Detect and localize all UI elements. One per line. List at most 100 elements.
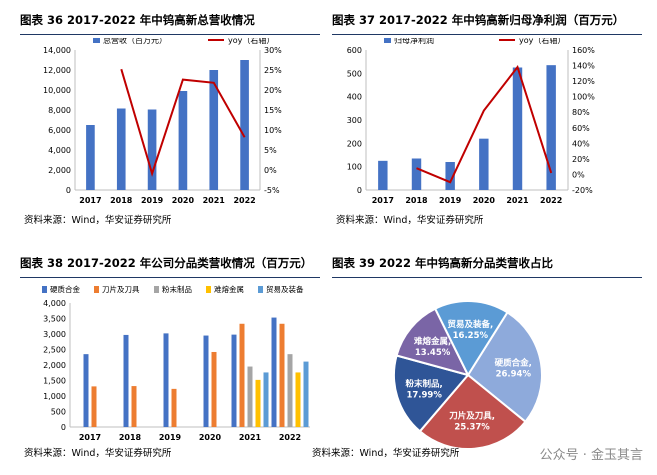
bar <box>147 109 157 190</box>
yoy-line <box>120 68 246 177</box>
bar <box>479 138 489 190</box>
x-tick-label: 2021 <box>239 433 262 442</box>
y-tick-label: 400 <box>347 93 362 102</box>
bar <box>211 351 217 427</box>
bar <box>163 333 169 427</box>
legend-swatch <box>384 38 391 43</box>
y2-tick-label: 160% <box>572 46 595 55</box>
y-tick-label: 8,000 <box>48 106 71 115</box>
x-tick-label: 2020 <box>199 433 222 442</box>
pie-slice <box>418 373 527 450</box>
bar <box>231 334 237 427</box>
x-tick-label: 2019 <box>159 433 182 442</box>
slice-percent: 25.37% <box>454 423 490 433</box>
y2-tick-label: 0% <box>264 166 277 175</box>
y-tick-label: 0 <box>66 186 71 195</box>
bar <box>303 361 309 427</box>
y-tick-label: 4,000 <box>48 146 71 155</box>
panel-segment-revenue: 图表 38 2017-2022 年公司分品类营收情况（百万元） 0 500 1,00… <box>20 255 320 465</box>
y2-tick-label: 0% <box>572 170 585 179</box>
bar <box>512 67 523 190</box>
legend-swatch <box>93 38 100 43</box>
bar <box>171 388 177 427</box>
x-tick-label: 2017 <box>372 196 394 205</box>
y-tick-label: 500 <box>347 69 362 78</box>
bar <box>209 70 219 190</box>
bar <box>255 379 261 427</box>
panel-title: 图表 39 2022 年中钨高新分品类营收占比 <box>332 256 554 270</box>
legend-swatch <box>94 286 99 293</box>
slice-percent: 17.99% <box>406 391 442 401</box>
x-tick-label: 2019 <box>439 196 462 205</box>
panel-title: 图表 37 2017-2022 年中钨高新归母净利润（百万元） <box>332 13 625 27</box>
y-tick-label: 200 <box>347 139 362 148</box>
y2-tick-label: 25% <box>264 66 282 75</box>
y2-tick-label: -20% <box>572 186 593 195</box>
legend-label: 刀片及刀具 <box>102 284 140 294</box>
y2-tick-label: 120% <box>572 77 595 86</box>
y-tick-label: 2,500 <box>43 346 66 355</box>
y2-tick-label: 15% <box>264 106 282 115</box>
legend-swatch <box>154 286 159 293</box>
y-tick-label: 4,000 <box>43 299 66 308</box>
legend-label: 粉末制品 <box>162 284 192 294</box>
y-tick-label: 2,000 <box>43 361 66 370</box>
slice-label: 难熔金属, <box>413 336 451 347</box>
bar <box>178 91 188 190</box>
y2-tick-label: 40% <box>572 139 590 148</box>
slice-label: 硬质合金, <box>495 358 532 369</box>
legend-label: 贸易及装备 <box>266 284 304 294</box>
y-tick-label: 6,000 <box>48 126 71 135</box>
x-tick-label: 2020 <box>473 196 496 205</box>
legend-label: 总营收（百万元） <box>103 38 167 45</box>
x-tick-label: 2018 <box>405 196 428 205</box>
y-tick-label: 1,500 <box>43 377 66 386</box>
bar <box>279 323 285 427</box>
x-tick-label: 2019 <box>141 196 164 205</box>
y-tick-label: 0 <box>357 186 362 195</box>
x-tick-label: 2017 <box>79 196 101 205</box>
y-tick-label: 1,000 <box>43 392 66 401</box>
x-tick-label: 2018 <box>110 196 133 205</box>
x-tick-label: 2022 <box>540 196 562 205</box>
y-tick-label: 100 <box>347 163 362 172</box>
bar <box>91 386 97 427</box>
y-tick-label: 3,000 <box>43 330 66 339</box>
legend-label: yoy（右轴） <box>519 38 565 45</box>
y-tick-label: 300 <box>347 116 362 125</box>
yoy-line <box>416 64 553 184</box>
y2-tick-label: 60% <box>572 124 590 133</box>
segment-revenue-chart: 0 500 1,000 1,500 2,000 2,500 3,000 3,500 4,000 2… <box>42 284 310 442</box>
source-note: 资料来源：Wind，华安证券研究所 <box>24 448 172 459</box>
legend-swatch <box>206 286 211 293</box>
y-tick-label: 2,000 <box>48 166 71 175</box>
x-tick-label: 2022 <box>233 196 255 205</box>
y-tick-label: 10,000 <box>43 86 71 95</box>
panel-segment-share: 图表 39 2022 年中钨高新分品类营收占比 硬质合金, 26.94% 刀片及刀具… <box>312 255 642 465</box>
y-tick-label: 500 <box>51 408 66 417</box>
y2-tick-label: 5% <box>264 146 277 155</box>
y2-tick-label: 100% <box>572 93 595 102</box>
y-tick-label: 0 <box>61 423 66 432</box>
panel-title: 图表 38 2017-2022 年公司分品类营收情况（百万元） <box>20 256 313 270</box>
y-tick-label: 12,000 <box>43 66 71 75</box>
bar <box>131 386 137 427</box>
pie-slice <box>392 354 470 433</box>
revenue-chart: 0 2,000 4,000 6,000 8,000 10,000 12,000 14,000 -… <box>43 38 282 205</box>
bar <box>411 158 422 190</box>
legend-swatch <box>258 286 263 293</box>
title-divider <box>20 34 320 35</box>
slice-percent: 13.45% <box>415 348 451 358</box>
slice-label: 刀片及刀具, <box>449 411 495 422</box>
source-note: 资料来源：Wind，华安证券研究所 <box>336 215 484 226</box>
x-tick-label: 2018 <box>119 433 142 442</box>
panel-revenue: 图表 36 2017-2022 年中钨高新总营收情况 0 2,000 4,000 6,… <box>20 12 320 232</box>
legend-label: 难熔金属 <box>214 284 244 294</box>
bar <box>239 323 245 427</box>
panel-net-profit: 图表 37 2017-2022 年中钨高新归母净利润（百万元） 0 100 200 3… <box>332 12 642 232</box>
net-profit-chart: 0 100 200 300 400 500 600 -20% 0% 20% 40% 60% 80% 100… <box>347 38 595 205</box>
bar <box>83 354 89 427</box>
x-tick-label: 2021 <box>506 196 529 205</box>
y2-tick-label: 20% <box>264 86 282 95</box>
y2-tick-label: 80% <box>572 108 590 117</box>
